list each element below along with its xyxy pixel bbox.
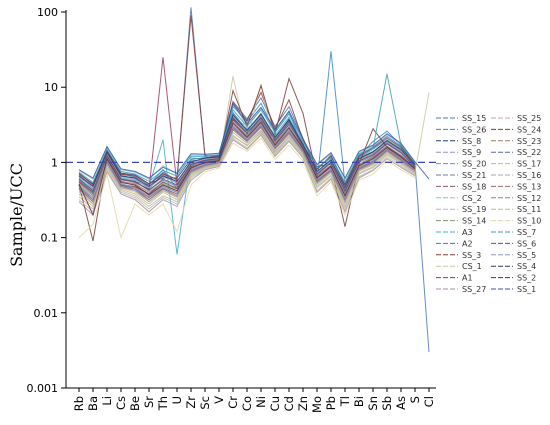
x-tick-label-sb: Sb xyxy=(380,396,394,411)
x-tick-label-zn: Zn xyxy=(296,396,310,411)
series-line-ss-16 xyxy=(78,129,416,205)
legend-label: SS_20 xyxy=(462,160,486,169)
series-line-ss-1 xyxy=(78,102,430,180)
y-axis-label: Sample/UCC xyxy=(7,163,26,267)
x-tick-label-th: Th xyxy=(156,396,170,411)
legend-label: SS_4 xyxy=(517,262,536,271)
x-tick-label-mo: Mo xyxy=(310,396,324,413)
x-tick-label-sc: Sc xyxy=(198,396,212,410)
x-tick-label-cs: Cs xyxy=(114,396,128,410)
x-tick-label-zr: Zr xyxy=(184,396,198,409)
y-tick-label: 1 xyxy=(51,156,58,169)
series-line-ss-5 xyxy=(78,123,416,199)
x-tick-label-bi: Bi xyxy=(352,396,366,407)
series-line-ss-3 xyxy=(78,15,416,187)
legend-label: A3 xyxy=(462,228,473,237)
x-tick-label-cd: Cd xyxy=(282,396,296,411)
legend-label: SS_24 xyxy=(517,125,541,134)
legend-label: SS_23 xyxy=(517,137,541,146)
legend-label: SS_12 xyxy=(517,194,541,203)
legend-label: SS_14 xyxy=(462,217,486,226)
series-line-ss-17 xyxy=(78,131,416,208)
y-tick-label: 100 xyxy=(37,6,58,19)
x-tick-label-s: S xyxy=(408,396,422,403)
x-tick-label-sr: Sr xyxy=(142,396,156,408)
legend-label: SS_22 xyxy=(517,148,541,157)
series-line-a3 xyxy=(78,113,416,255)
legend-label: SS_21 xyxy=(462,171,486,180)
x-tick-label-cl: Cl xyxy=(422,396,436,407)
series-line-cs-1 xyxy=(78,76,430,205)
x-tick-label-cu: Cu xyxy=(268,396,282,411)
legend: SS_15 SS_26 SS_8 SS_9 SS_20 SS_21 SS_18 CS_2 SS_… xyxy=(436,114,541,294)
legend-label: CS_1 xyxy=(462,262,482,271)
legend-label: SS_17 xyxy=(517,160,541,169)
x-tick-label-sn: Sn xyxy=(366,396,380,411)
y-axis-ticks: 0.001 0.01 0.1 1 10 100 xyxy=(27,6,66,395)
legend-label: SS_25 xyxy=(517,114,541,123)
x-tick-label-tl: Tl xyxy=(338,396,352,407)
legend-label: A1 xyxy=(462,274,473,283)
x-tick-label-v: V xyxy=(212,396,226,404)
x-tick-label-ba: Ba xyxy=(86,396,100,411)
legend-label: SS_7 xyxy=(517,228,536,237)
legend-label: SS_15 xyxy=(462,114,486,123)
legend-label: SS_10 xyxy=(517,217,541,226)
x-tick-label-u: U xyxy=(170,396,184,404)
series-line-ss-7 xyxy=(78,73,416,184)
legend-label: SS_19 xyxy=(462,205,486,214)
legend-label: A2 xyxy=(462,239,473,248)
x-tick-label-cr: Cr xyxy=(226,396,240,409)
series-line-ss-6 xyxy=(78,116,416,192)
legend-label: SS_5 xyxy=(517,251,536,260)
series-line-cs-2 xyxy=(78,103,416,181)
x-tick-label-pb: Pb xyxy=(324,396,338,410)
legend-label: SS_6 xyxy=(517,239,536,248)
legend-label: SS_2 xyxy=(517,274,536,283)
x-tick-label-co: Co xyxy=(240,396,254,411)
x-tick-label-li: Li xyxy=(100,396,114,406)
series-line-ss-10 xyxy=(78,137,416,240)
legend-label: SS_18 xyxy=(462,182,486,191)
legend-label: SS_9 xyxy=(462,148,481,157)
series-line-ss-11 xyxy=(78,133,416,213)
x-axis-ticks: Rb Ba Li Cs Be Sr Th U Zr Sc V Cr Co Ni Cu Cd Zn Mo Pb Tl Bi… xyxy=(72,388,436,413)
legend-label: SS_27 xyxy=(462,285,486,294)
series-line-ss-2 xyxy=(78,121,416,217)
series-lines xyxy=(78,7,430,353)
legend-label: SS_8 xyxy=(462,137,481,146)
y-tick-label: 0.1 xyxy=(41,232,59,245)
legend-label: SS_1 xyxy=(517,285,536,294)
legend-label: CS_2 xyxy=(462,194,482,203)
x-tick-label-rb: Rb xyxy=(72,396,86,411)
legend-label: SS_16 xyxy=(517,171,541,180)
series-line-ss-4 xyxy=(78,113,416,189)
x-tick-label-ni: Ni xyxy=(254,396,268,408)
x-tick-label-as: As xyxy=(394,396,408,410)
y-tick-label: 0.01 xyxy=(34,307,59,320)
series-line-ss-27 xyxy=(78,134,416,216)
legend-label: SS_13 xyxy=(517,182,541,191)
series-line-a2 xyxy=(78,7,430,353)
y-tick-label: 0.001 xyxy=(27,382,59,395)
legend-label: SS_11 xyxy=(517,205,541,214)
y-tick-label: 10 xyxy=(44,81,58,94)
series-line-ss-13 xyxy=(78,119,416,196)
x-tick-label-be: Be xyxy=(128,396,142,411)
legend-label: SS_26 xyxy=(462,125,486,134)
legend-label: SS_3 xyxy=(462,251,481,260)
